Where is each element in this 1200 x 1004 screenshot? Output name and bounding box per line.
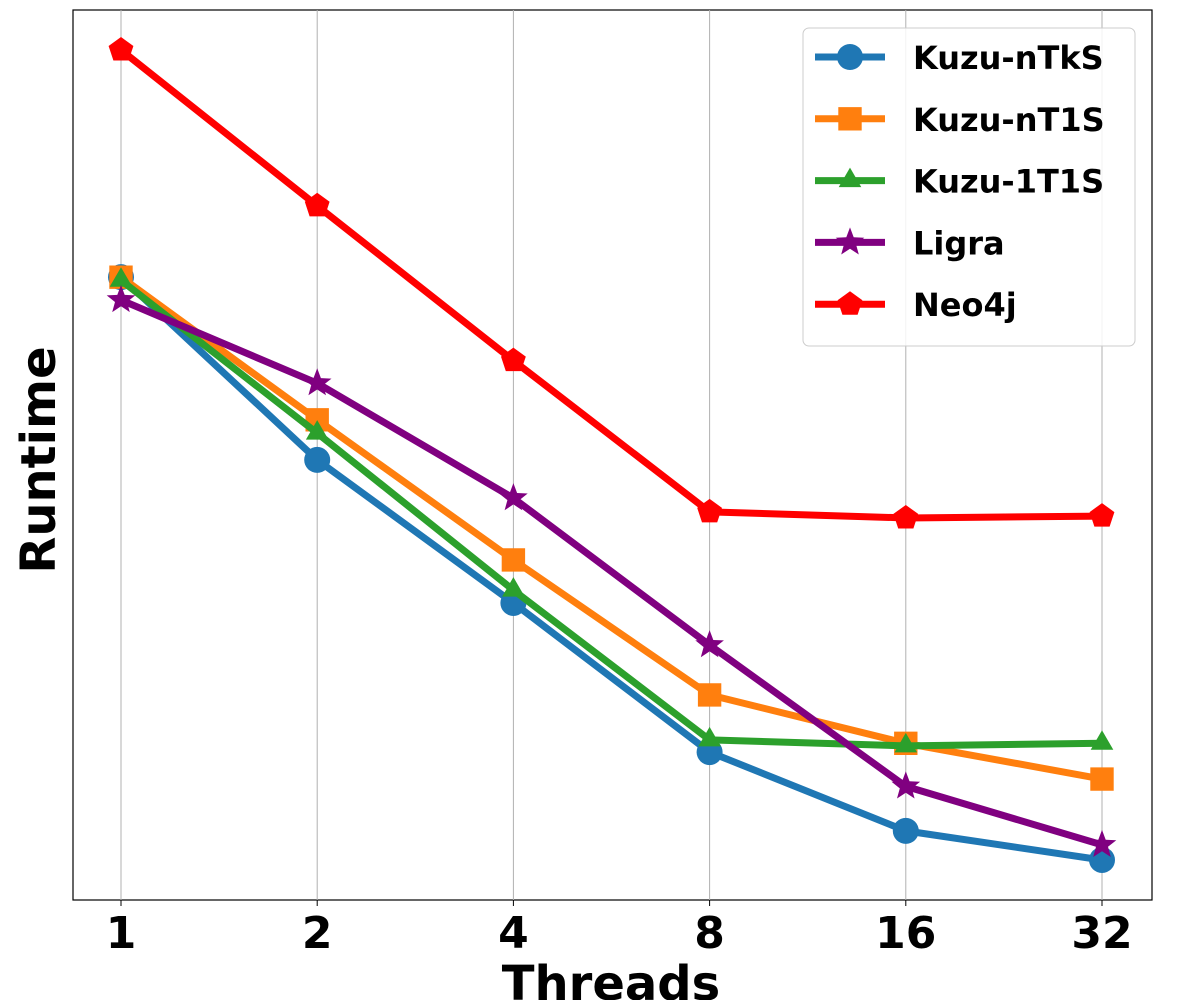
marker xyxy=(501,347,526,372)
marker xyxy=(894,732,918,753)
legend-label: Neo4j xyxy=(913,286,1017,324)
legend-marker xyxy=(837,291,863,315)
y-axis-label: Runtime xyxy=(11,346,67,573)
marker xyxy=(499,483,528,511)
plot-frame xyxy=(72,9,1153,901)
legend-label: Ligra xyxy=(913,224,1005,262)
marker xyxy=(891,771,921,799)
x-axis-label: Threads xyxy=(502,956,720,1000)
series-line xyxy=(119,296,1103,849)
legend-label: Kuzu-nT1S xyxy=(913,101,1105,139)
marker xyxy=(697,498,722,523)
x-tick-label: 1 xyxy=(106,908,137,959)
legend: Kuzu-nTkS Kuzu-nT1S Kuzu-1T1S Ligra Neo4j xyxy=(802,27,1136,347)
legend-marker xyxy=(837,44,863,70)
legend-marker xyxy=(838,107,862,131)
series-line xyxy=(118,274,1103,783)
legend-label: Kuzu-1T1S xyxy=(913,163,1104,201)
x-tick-label: 32 xyxy=(1071,908,1132,959)
x-tick-label: 8 xyxy=(694,908,725,959)
marker xyxy=(695,630,724,658)
legend-marker xyxy=(838,167,862,188)
marker xyxy=(698,726,721,747)
series-line xyxy=(118,274,1103,864)
marker xyxy=(302,368,332,396)
series-line xyxy=(118,277,1103,750)
marker xyxy=(109,267,133,287)
x-tick-label: 2 xyxy=(302,908,333,959)
x-tick-label: 16 xyxy=(875,908,936,959)
marker xyxy=(304,446,331,473)
marker xyxy=(1090,730,1114,750)
marker xyxy=(502,577,525,597)
x-tick-label: 4 xyxy=(498,908,529,959)
marker xyxy=(108,37,134,61)
marker xyxy=(1090,767,1114,791)
marker xyxy=(305,420,329,440)
legend-box xyxy=(802,27,1136,347)
marker xyxy=(304,192,330,217)
marker xyxy=(106,285,136,313)
marker xyxy=(1087,829,1117,857)
legend-marker xyxy=(835,227,865,255)
marker xyxy=(1089,503,1115,527)
marker xyxy=(501,548,526,572)
marker xyxy=(892,817,919,844)
legend-label: Kuzu-nTkS xyxy=(913,39,1104,77)
marker xyxy=(697,683,722,707)
marker xyxy=(893,505,919,529)
series-line xyxy=(118,47,1103,522)
